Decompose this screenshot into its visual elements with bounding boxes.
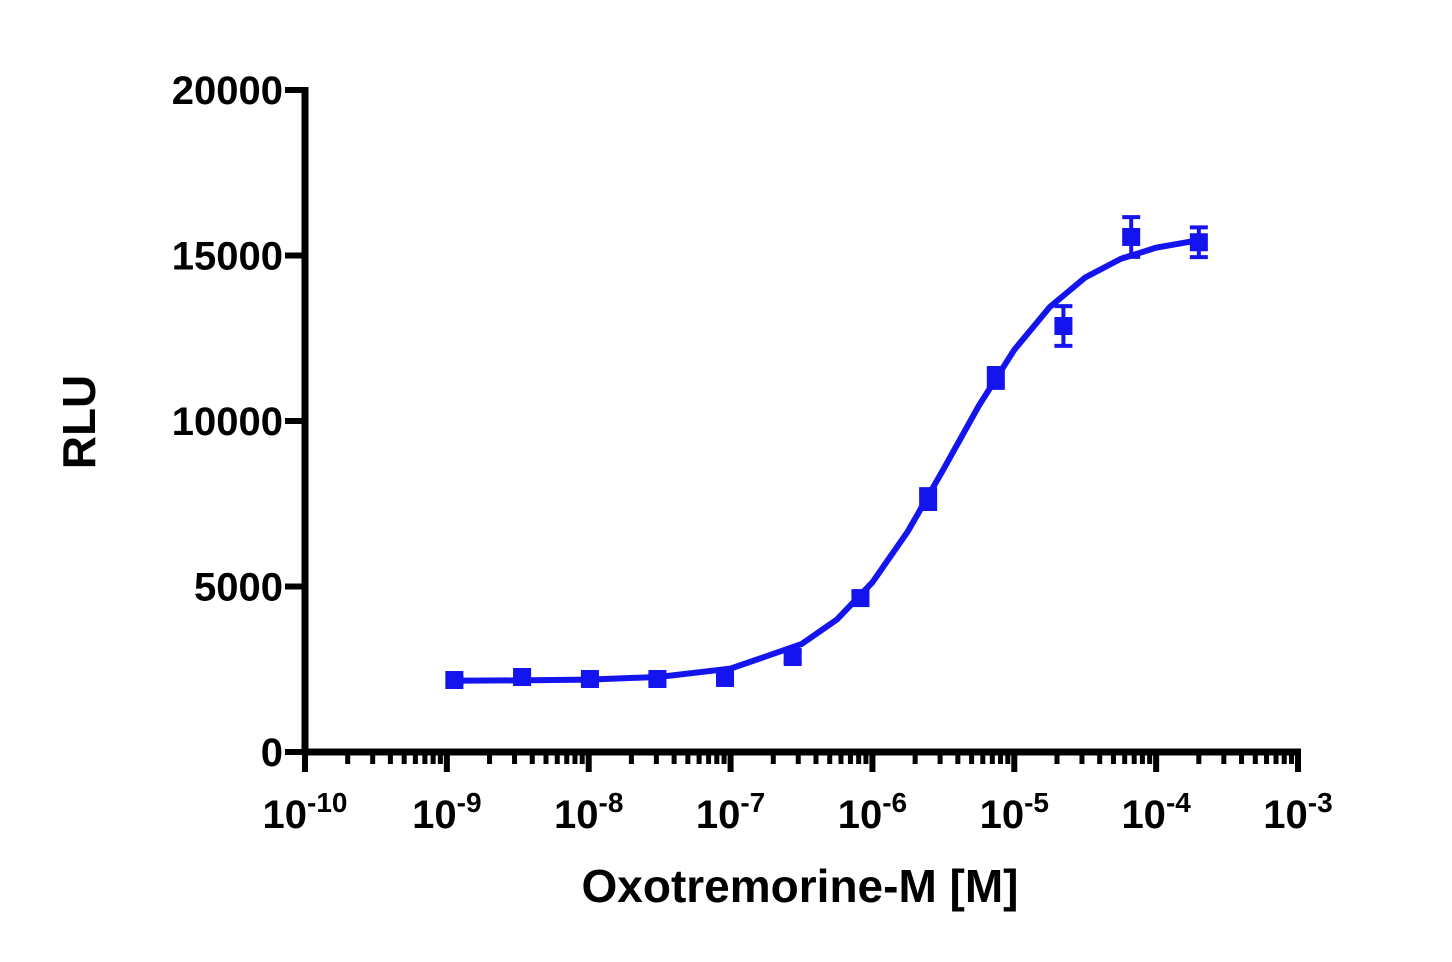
x-tick-label: 10-3 (1263, 787, 1332, 837)
x-tick-label: 10-6 (838, 787, 907, 837)
data-point (851, 589, 870, 608)
x-tick-exponent: -9 (457, 787, 482, 818)
y-axis-title: RLU (53, 375, 105, 470)
data-point (1054, 317, 1073, 336)
x-tick-exponent: -8 (599, 787, 624, 818)
fit-curve (446, 237, 1200, 684)
x-tick-base: 10 (696, 793, 741, 837)
x-tick-exponent: -4 (1166, 787, 1191, 818)
data-point (919, 490, 938, 509)
data-point (1122, 227, 1141, 246)
x-tick-base: 10 (1263, 793, 1308, 837)
data-point (445, 671, 464, 690)
y-tick-label: 5000 (194, 566, 283, 610)
data-point (783, 648, 802, 667)
x-tick-exponent: -10 (307, 787, 347, 818)
x-tick-base: 10 (412, 793, 457, 837)
x-tick-exponent: -6 (882, 787, 907, 818)
x-tick-exponent: -7 (740, 787, 765, 818)
x-tick-label: 10-4 (1121, 787, 1191, 837)
y-tick-label: 0 (261, 731, 283, 775)
y-tick-label: 15000 (172, 235, 283, 279)
data-point (648, 670, 667, 689)
y-tick-label: 10000 (172, 400, 283, 444)
y-tick-label: 20000 (172, 69, 283, 113)
x-tick-base: 10 (1121, 793, 1166, 837)
x-tick-base: 10 (838, 793, 883, 837)
x-tick-base: 10 (980, 793, 1025, 837)
x-tick-label: 10-9 (412, 787, 481, 837)
x-tick-label: 10-8 (554, 787, 623, 837)
x-tick-exponent: -3 (1308, 787, 1333, 818)
x-tick-label: 10-10 (263, 787, 348, 837)
data-point (716, 668, 735, 687)
x-axis-title: Oxotremorine-M [M] (582, 860, 1019, 912)
data-point (513, 667, 532, 686)
data-point (580, 670, 599, 689)
x-tick-base: 10 (263, 793, 308, 837)
x-tick-label: 10-5 (980, 787, 1049, 837)
x-tick-label: 10-7 (696, 787, 765, 837)
x-tick-base: 10 (554, 793, 599, 837)
x-tick-exponent: -5 (1024, 787, 1049, 818)
data-point (1189, 233, 1208, 252)
data-point (986, 368, 1005, 387)
